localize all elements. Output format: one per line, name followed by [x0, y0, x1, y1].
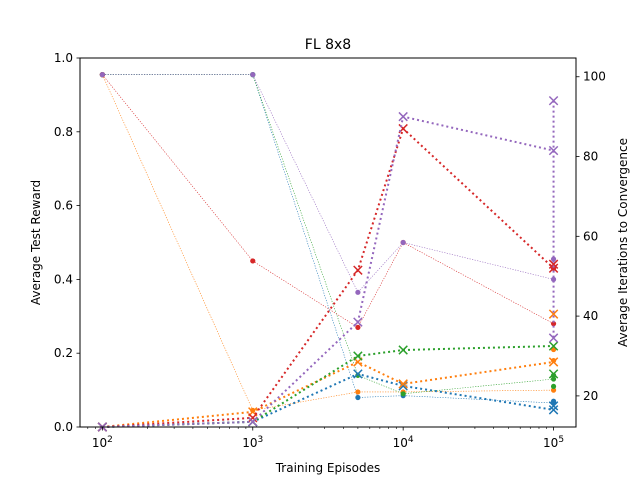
y-axis-right: 20 40 60 80 100	[576, 70, 606, 403]
reward-point	[550, 321, 557, 327]
y-tick-label: 0.6	[54, 199, 73, 213]
y-tick-label: 0.8	[54, 125, 73, 139]
y2-tick-label: 40	[583, 309, 598, 323]
reward-point	[550, 276, 557, 282]
iterations-point	[548, 401, 559, 411]
iterations-point	[548, 145, 559, 156]
reward-point	[250, 72, 256, 78]
iterations-point	[353, 265, 363, 275]
iterations-point	[353, 369, 363, 379]
iterations-point	[248, 413, 258, 423]
iterations-point	[353, 317, 363, 327]
y2-tick-label: 60	[583, 229, 598, 243]
reward-point	[550, 357, 557, 364]
reward-point	[550, 372, 557, 378]
iterations-point	[248, 417, 258, 427]
x-axis-label: Training Episodes	[275, 461, 381, 475]
reward-point	[550, 383, 557, 390]
reward-point	[400, 239, 406, 246]
iterations-point	[353, 351, 363, 361]
y-tick-label: 1.0	[54, 51, 73, 65]
iterations-point	[548, 95, 559, 106]
iterations-point	[548, 369, 559, 379]
y-tick-label: 0.4	[54, 272, 73, 286]
chart-title: FL 8x8	[305, 37, 351, 53]
x-axis: 102 103 104 105	[87, 427, 564, 450]
iterations-point	[548, 341, 559, 351]
iterations-point	[548, 309, 559, 319]
y-tick-label: 0.2	[54, 346, 73, 360]
y2-tick-label: 100	[583, 70, 606, 84]
iterations-point	[548, 263, 559, 273]
iterations-point	[398, 111, 408, 122]
iterations-point	[398, 379, 408, 389]
x-tick-label: 103	[242, 435, 263, 450]
reward-point	[550, 256, 557, 262]
reward-point	[250, 407, 256, 413]
reward-point	[355, 324, 361, 330]
reward-series-line-4	[102, 74, 554, 328]
y-tick-label: 0.0	[54, 420, 73, 434]
y2-tick-label: 80	[583, 150, 598, 164]
reward-point	[400, 391, 406, 397]
y2-axis-label: Average Iterations to Convergence	[616, 138, 630, 347]
iterations-point	[548, 259, 559, 269]
reward-point	[550, 376, 557, 382]
x-tick-label: 102	[92, 435, 113, 450]
plot-frame	[79, 57, 577, 428]
y-axis-label: Average Test Reward	[29, 180, 43, 305]
y-axis-left: 0.0 0.2 0.4 0.6 0.8 1.0	[54, 51, 80, 434]
iterations-point	[548, 405, 559, 415]
iterations-point	[548, 333, 559, 343]
reward-point	[355, 289, 361, 295]
reward-point	[550, 387, 557, 393]
reward-point	[355, 372, 361, 378]
reward-point	[355, 389, 361, 395]
reward-point	[250, 258, 256, 264]
iterations-series-line-2	[102, 360, 554, 428]
reward-point	[550, 398, 557, 404]
plot-area	[97, 72, 559, 432]
x-tick-label: 105	[543, 435, 564, 450]
x-tick-label: 104	[393, 435, 414, 450]
reward-point	[99, 72, 105, 78]
reward-point	[355, 394, 361, 401]
y2-tick-label: 20	[583, 389, 598, 403]
iterations-point	[398, 345, 408, 355]
reward-series-line-2	[102, 74, 554, 411]
iterations-point	[548, 357, 559, 367]
